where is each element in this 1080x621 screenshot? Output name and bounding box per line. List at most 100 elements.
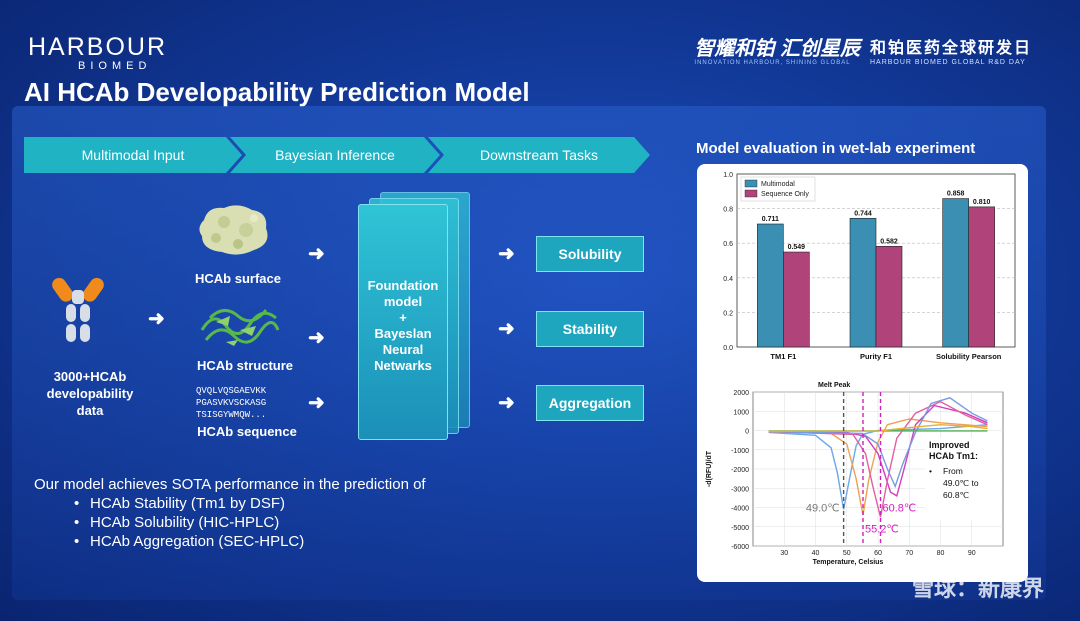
slide-title: AI HCAb Developability Prediction Model xyxy=(24,77,530,107)
event-logo: 智耀和铂 汇创星辰 INNOVATION HARBOUR, SHINING GL… xyxy=(694,38,1032,66)
task-stability: Stability xyxy=(536,311,644,347)
sequence-text: QVQLVQSGAEVKK PGASVKVSCKASG TSISGYWMQW..… xyxy=(196,385,266,421)
arrow-icon: ➜ xyxy=(308,327,325,349)
bar xyxy=(849,217,877,348)
y-tick-label: 1.0 xyxy=(723,172,733,179)
arrow-icon: ➜ xyxy=(498,392,515,414)
melt-curve xyxy=(768,400,988,518)
melt-curve xyxy=(768,423,988,432)
step-bayesian-inference: Bayesian Inference xyxy=(230,137,440,173)
arrow-icon: ➜ xyxy=(148,308,165,330)
y-axis-label: -d(RFU)/dT xyxy=(706,450,713,487)
step-label: Bayesian Inference xyxy=(275,147,395,163)
arrow-icon: ➜ xyxy=(308,392,325,414)
x-tick-label: Purity F1 xyxy=(860,352,892,361)
task-solubility: Solubility xyxy=(536,236,644,272)
annotation-title: HCAb Tm1: xyxy=(929,451,978,461)
watermark-text: 雪球：新康界 xyxy=(911,576,1044,601)
input-data-label: 3000+HCAb developability data xyxy=(46,369,134,418)
task-aggregation: Aggregation xyxy=(536,385,644,421)
y-tick-label: -3000 xyxy=(731,486,749,493)
arrow-icon: ➜ xyxy=(498,243,515,265)
y-tick-label: -5000 xyxy=(731,525,749,532)
x-axis-label: Temperature, Celsius xyxy=(813,559,884,566)
bar-value-label: 0.711 xyxy=(762,216,779,223)
legend-swatch xyxy=(744,189,758,198)
y-tick-label: 0.2 xyxy=(723,310,733,317)
step-label: Downstream Tasks xyxy=(479,147,598,163)
annotation-box xyxy=(925,438,1001,520)
tm-marker-label: 55.2℃ xyxy=(865,524,899,536)
event-title-sub: HARBOUR BIOMED GLOBAL R&D DAY xyxy=(869,58,1026,66)
arrow-icon: ➜ xyxy=(308,243,325,265)
sequence-line: TSISGYWMQW... xyxy=(196,410,267,420)
y-tick-label: 1000 xyxy=(733,409,749,416)
event-brand: 智耀和铂 汇创星辰 xyxy=(694,38,860,60)
tm-marker-label: 49.0℃ xyxy=(806,502,840,514)
pipeline-steps: Multimodal Input Bayesian Inference Down… xyxy=(24,137,650,173)
x-tick-label: 60 xyxy=(874,550,882,557)
y-tick-label: 0.0 xyxy=(723,345,733,352)
foundation-model-label: Foundation model + Bayeslan Neural Netwa… xyxy=(358,278,448,374)
legend-swatch xyxy=(744,179,758,188)
x-tick-label: Solubility Pearson xyxy=(936,352,1002,361)
foundation-label-1: Foundation model xyxy=(367,278,439,309)
y-tick-label: 2000 xyxy=(733,390,749,397)
bar-chart: 0.0 0.2 0.4 0.6 0.8 1.0 0.711 0.549 TM1 F1 0.744 0… xyxy=(723,172,1016,361)
event-brand-sub: INNOVATION HARBOUR, SHINING GLOBAL xyxy=(694,60,851,66)
foundation-plus: + xyxy=(399,310,407,325)
y-tick-label: 0.4 xyxy=(723,276,733,283)
protein-surface-image xyxy=(199,205,268,255)
x-tick-label: 40 xyxy=(812,550,820,557)
summary: Our model achieves SOTA performance in t… xyxy=(34,476,426,551)
summary-lead: Our model achieves SOTA performance in t… xyxy=(34,476,426,493)
bar xyxy=(968,206,995,348)
foundation-label-2: Bayeslan Neural Netwarks xyxy=(374,326,432,373)
y-tick-label: -6000 xyxy=(731,544,749,551)
x-tick-label: 80 xyxy=(937,550,945,557)
logo-sub-text: BIOMED xyxy=(78,60,152,72)
event-title: 和铂医药全球研发日 xyxy=(869,39,1032,57)
evaluation-title: Model evaluation in wet-lab experiment xyxy=(696,140,976,157)
x-tick-label: 30 xyxy=(780,550,788,557)
y-tick-label: -1000 xyxy=(731,448,749,455)
model-card-front xyxy=(358,204,448,440)
protein-structure-image xyxy=(200,309,280,346)
bar-value-label: 0.549 xyxy=(788,244,806,251)
bar xyxy=(757,223,784,348)
event-brand-block: 智耀和铂 汇创星辰 INNOVATION HARBOUR, SHINING GL… xyxy=(694,38,860,66)
arrow-icon: ➜ xyxy=(498,318,515,340)
annotation-bullet-text: From 49.0℃ to 60.8℃ xyxy=(943,466,979,500)
summary-item: HCAb Solubility (HIC-HPLC) xyxy=(74,513,426,532)
bar-value-label: 0.858 xyxy=(947,191,965,198)
annotation-title: Improved xyxy=(929,440,970,450)
summary-list: HCAb Stability (Tm1 by DSF) HCAb Solubil… xyxy=(74,494,426,551)
bar xyxy=(875,246,903,348)
bar-value-label: 0.810 xyxy=(973,199,991,206)
summary-item: HCAb Stability (Tm1 by DSF) xyxy=(74,494,426,513)
legend: Multimodal Sequence Only xyxy=(740,176,816,202)
y-tick-label: 0 xyxy=(745,429,749,436)
step-label: Multimodal Input xyxy=(81,147,185,163)
chart-title: Melt Peak xyxy=(818,382,850,389)
bar-value-label: 0.744 xyxy=(854,210,872,217)
y-tick-label: -4000 xyxy=(731,506,749,513)
x-tick-label: TM1 F1 xyxy=(770,352,796,361)
logo-main-text: HARBOUR xyxy=(28,33,168,61)
evaluation-box: 0.0 0.2 0.4 0.6 0.8 1.0 0.711 0.549 TM1 F1 0.744 0… xyxy=(697,164,1028,582)
tm-marker-label: 60.8℃ xyxy=(883,502,917,514)
annotation-bullet: • xyxy=(929,466,932,476)
y-tick-label: 0.6 xyxy=(723,241,733,248)
modality-surface: HCAb surface xyxy=(195,271,281,286)
modality-sequence: HCAb sequence xyxy=(197,424,297,439)
modality-structure: HCAb structure xyxy=(196,358,294,373)
x-tick-label: 70 xyxy=(905,550,913,557)
melt-peak-chart: Melt Peak 2000 1000 0 -1000 -2000 -3000 -4000 -5… xyxy=(706,382,1004,566)
bar-value-label: 0.582 xyxy=(880,238,898,245)
summary-item: HCAb Aggregation (SEC-HPLC) xyxy=(74,532,426,551)
step-downstream-tasks: Downstream Tasks xyxy=(428,137,650,173)
bar xyxy=(942,198,969,348)
legend-label: Multimodal xyxy=(761,181,795,188)
